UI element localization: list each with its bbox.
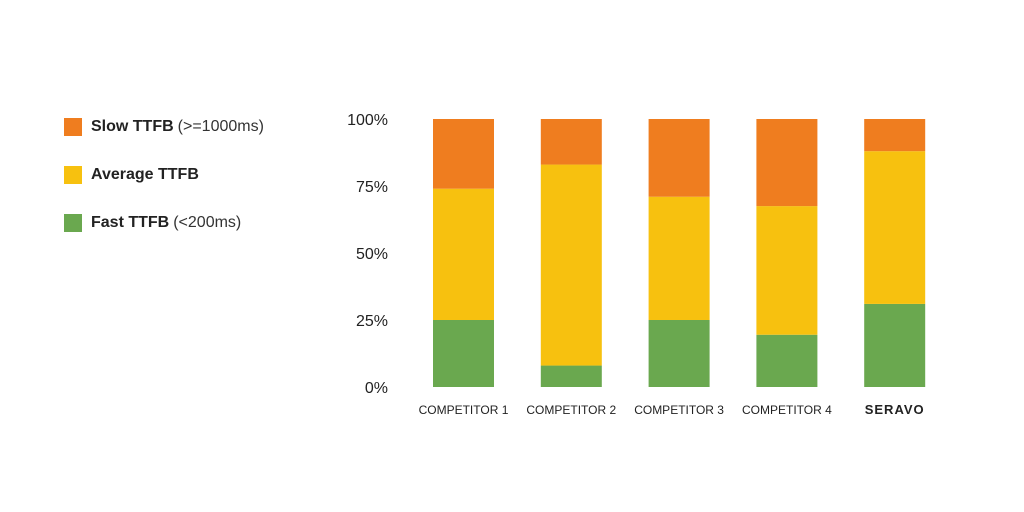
bar-segment <box>433 320 494 387</box>
y-tick-label: 75% <box>356 179 388 196</box>
y-tick-label: 0% <box>365 380 388 397</box>
y-tick-label: 100% <box>347 112 388 129</box>
legend-label-average: Average TTFB <box>91 166 199 183</box>
bar-segment <box>540 119 602 165</box>
bar-segment <box>756 119 818 207</box>
y-tick-label: 50% <box>356 246 388 263</box>
legend: Slow TTFB (>=1000ms) Average TTFB Fast T… <box>64 117 264 261</box>
y-tick-label: 25% <box>356 313 388 330</box>
bar-segment <box>864 303 926 387</box>
bar-segment <box>756 334 818 387</box>
legend-label-slow: Slow TTFB <box>91 118 174 135</box>
legend-swatch-average <box>64 166 82 184</box>
legend-label-fast: Fast TTFB <box>91 214 170 231</box>
x-tick-label: COMPETITOR 1 <box>419 403 509 417</box>
bar-segment <box>648 320 710 387</box>
x-tick-label: COMPETITOR 2 <box>526 403 616 417</box>
bar-segment <box>864 119 926 152</box>
bar-segment <box>648 119 710 197</box>
bar-segment <box>540 365 602 387</box>
bar-segment <box>648 196 710 320</box>
legend-item-fast: Fast TTFB (<200ms) <box>64 213 264 233</box>
bar-segment <box>864 151 926 304</box>
legend-note-slow: (>=1000ms) <box>177 118 264 135</box>
x-tick-label: SERAVO <box>865 402 925 417</box>
x-tick-label: COMPETITOR 4 <box>742 403 832 417</box>
bar-segment <box>756 206 818 335</box>
x-tick-label: COMPETITOR 3 <box>634 403 724 417</box>
legend-swatch-slow <box>64 118 82 136</box>
legend-note-fast: (<200ms) <box>173 214 242 231</box>
bar-segment <box>433 119 494 189</box>
bar-segment <box>540 164 602 366</box>
legend-swatch-fast <box>64 214 82 232</box>
bar-segment <box>433 188 494 320</box>
legend-item-slow: Slow TTFB (>=1000ms) <box>64 117 264 137</box>
legend-item-average: Average TTFB <box>64 165 264 185</box>
